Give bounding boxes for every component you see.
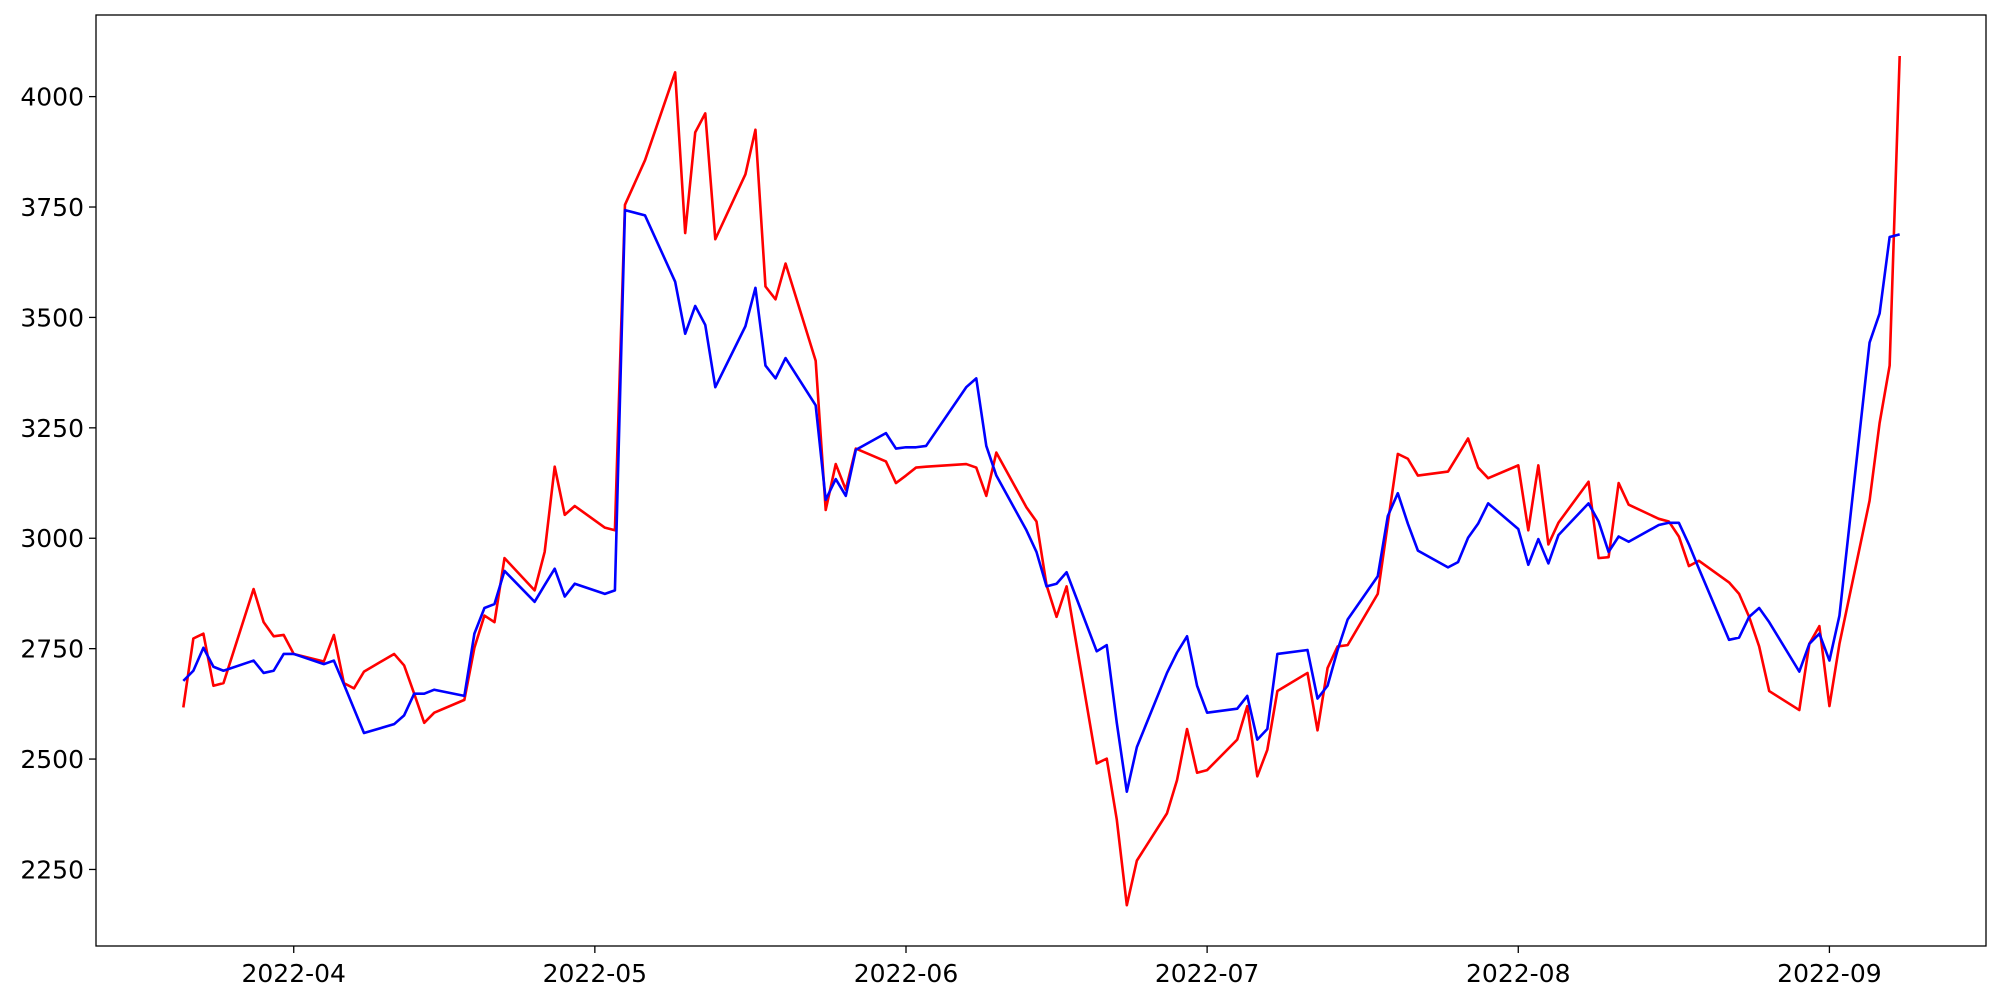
y-tick-label: 3000 — [20, 524, 84, 553]
series-line — [182, 55, 1901, 907]
x-tick-label: 2022-07 — [1155, 959, 1259, 988]
x-tick-label: 2022-08 — [1466, 959, 1570, 988]
y-tick-label: 3500 — [20, 303, 84, 332]
x-tick-label: 2022-06 — [854, 959, 958, 988]
plot-frame — [95, 14, 1987, 947]
x-tick-label: 2022-05 — [543, 959, 647, 988]
y-tick-label: 2500 — [20, 745, 84, 774]
y-tick-label: 3750 — [20, 193, 84, 222]
y-tick-label: 2250 — [20, 855, 84, 884]
series-line — [182, 208, 1901, 794]
y-tick-label: 4000 — [20, 83, 84, 112]
y-tick-label: 3250 — [20, 414, 84, 443]
x-tick-label: 2022-04 — [241, 959, 345, 988]
y-tick-label: 2750 — [20, 635, 84, 664]
x-tick-label: 2022-09 — [1777, 959, 1881, 988]
